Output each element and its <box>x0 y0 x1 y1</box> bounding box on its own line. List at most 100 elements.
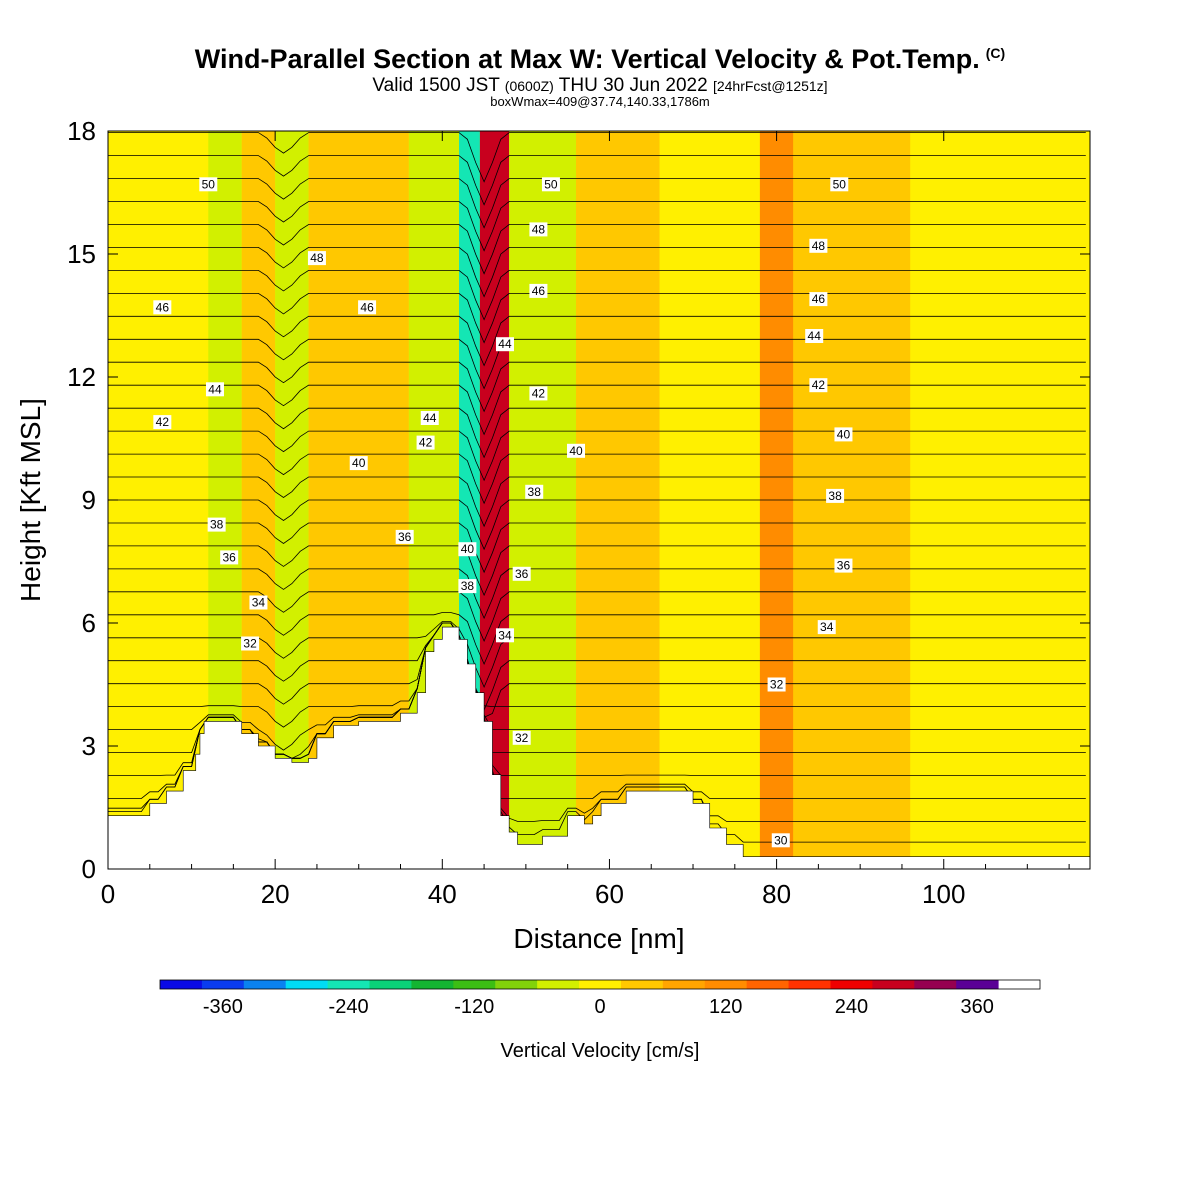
y-tick-label: 15 <box>67 239 96 269</box>
chart-title: Wind-Parallel Section at Max W: Vertical… <box>0 44 1200 75</box>
x-tick-label: 20 <box>261 879 290 909</box>
contour-label: 48 <box>532 222 546 236</box>
theta-contour <box>108 384 1086 436</box>
contour-label: 38 <box>528 485 542 499</box>
contour-label: 34 <box>252 596 266 610</box>
contour-label: 48 <box>812 239 826 253</box>
colorbar-tick-label: -360 <box>203 996 243 1018</box>
contour-label-box <box>358 300 377 315</box>
contour-label-box <box>834 427 853 442</box>
theta-contour <box>108 315 1086 367</box>
theta-contour <box>108 622 1086 718</box>
theta-contour <box>108 155 1086 206</box>
colorbar-title: Vertical Velocity [cm/s] <box>501 1040 700 1062</box>
theta-contour <box>108 453 1086 505</box>
theta-contour <box>108 622 1086 751</box>
x-tick-label: 40 <box>428 879 457 909</box>
y-tick-label: 6 <box>82 608 96 638</box>
copyright-mark: (C) <box>985 45 1006 61</box>
contour-label: 42 <box>419 436 433 450</box>
theta-contour <box>108 499 1086 551</box>
theta-contours <box>108 132 1086 843</box>
contour-label: 40 <box>352 456 366 470</box>
colorbar-tick-label: 360 <box>960 996 993 1018</box>
contour-label: 38 <box>461 579 475 593</box>
terrain <box>108 626 1090 869</box>
contour-label: 40 <box>837 427 851 441</box>
colorbar-swatch <box>201 980 245 989</box>
contour-label-box <box>567 443 586 458</box>
contour-label: 46 <box>812 292 826 306</box>
colorbar-swatch <box>160 980 203 989</box>
contour-label: 44 <box>808 329 822 343</box>
colorbar-swatch <box>537 980 580 989</box>
chart-title-text: Wind-Parallel Section at Max W: Vertical… <box>194 44 980 74</box>
theta-contour <box>108 622 1086 711</box>
contour-label: 50 <box>202 177 216 191</box>
contour-label: 36 <box>398 530 412 544</box>
contour-label-box <box>420 411 439 425</box>
w-band <box>275 131 309 869</box>
colorbar-swatch <box>620 980 664 989</box>
contour-label: 40 <box>461 542 475 556</box>
contour-label-box <box>205 382 224 397</box>
theta-contour <box>108 621 1086 689</box>
colorbar-swatch <box>746 980 790 989</box>
contour-label-box <box>249 595 268 610</box>
contour-label: 40 <box>569 444 583 458</box>
x-tick-label: 100 <box>922 879 965 909</box>
theta-contour <box>108 612 1086 666</box>
colorbar-swatch <box>579 980 622 989</box>
contour-label: 32 <box>770 678 784 692</box>
theta-contour <box>108 338 1086 390</box>
colorbar-swatch <box>453 980 496 989</box>
theta-contour <box>108 522 1086 574</box>
colorbar-swatch <box>704 980 748 989</box>
contour-label-box <box>771 833 790 848</box>
contour-label-box <box>512 730 531 745</box>
colorbar-swatch <box>411 980 454 989</box>
contour-label-box <box>495 628 514 643</box>
theta-contour <box>108 407 1086 459</box>
contour-label: 38 <box>210 518 224 532</box>
contour-label: 48 <box>310 251 324 265</box>
colorbar-swatch <box>495 980 538 989</box>
colorbar-tick-label: 240 <box>835 996 868 1018</box>
contour-label: 34 <box>820 620 834 634</box>
y-tick-label: 3 <box>82 731 96 761</box>
terrain-shape <box>108 626 1090 869</box>
contour-label-box <box>207 517 226 532</box>
contour-label-box <box>395 529 414 544</box>
colorbar: -360 -240 -120 0 120 240 360 <box>159 979 1041 1018</box>
colorbar-swatch <box>872 980 915 989</box>
contour-label: 42 <box>532 386 546 400</box>
contour-label: 32 <box>243 637 257 651</box>
theta-contour <box>108 201 1086 252</box>
contour-label-box <box>830 177 849 192</box>
theta-contour <box>108 568 1086 620</box>
chart-subtitle-valid: Valid 1500 JST (0600Z) THU 30 Jun 2022 [… <box>0 75 1200 97</box>
colorbar-frame <box>159 979 1041 990</box>
x-tick-label: 0 <box>101 879 115 909</box>
theta-contour <box>108 361 1086 413</box>
x-axis-label: Distance [nm] <box>513 923 684 954</box>
contour-label-box <box>458 579 477 594</box>
contour-label: 50 <box>833 177 847 191</box>
theta-contour <box>108 591 1086 643</box>
theta-contour <box>108 476 1086 528</box>
contour-label-box <box>416 435 435 450</box>
contour-label-box <box>307 251 326 266</box>
contour-label: 44 <box>423 411 437 425</box>
contour-label: 46 <box>360 300 374 314</box>
contour-label-box <box>529 222 548 237</box>
y-tick-label: 0 <box>82 854 96 884</box>
contour-label: 34 <box>498 628 512 642</box>
y-tick-label: 9 <box>82 485 96 515</box>
colorbar-swatch <box>914 980 957 989</box>
contour-label: 30 <box>774 833 788 847</box>
colorbar-swatch <box>830 980 873 989</box>
contour-label: 44 <box>498 337 512 351</box>
colorbar-swatch <box>327 980 371 989</box>
chart-subtitle-boxwmax: boxWmax=409@37.74,140.33,1786m <box>490 94 710 109</box>
